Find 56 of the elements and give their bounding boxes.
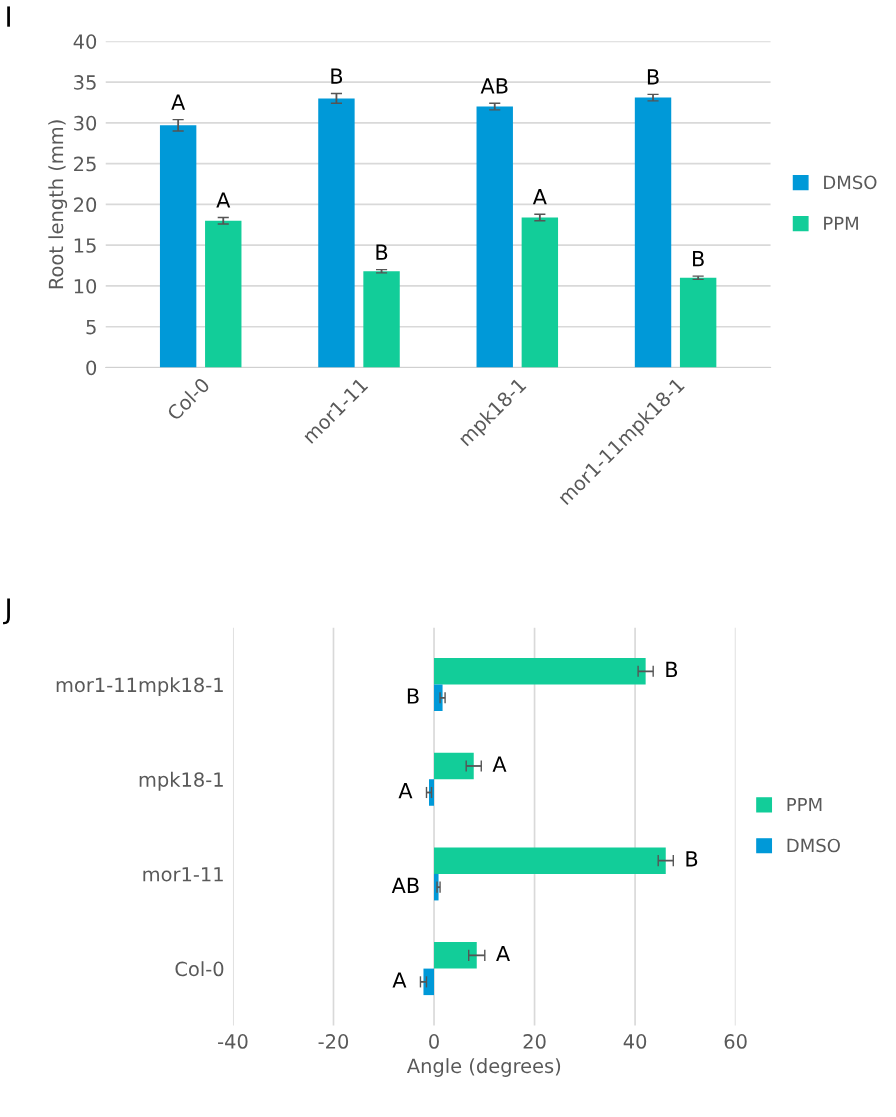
legend-label: PPM [787,797,822,812]
bar [423,968,435,996]
y-tick-label: 35 [74,75,96,90]
data-label: A [392,972,407,988]
x-tick-label: 60 [724,1034,747,1049]
x-tick-label: 20 [523,1034,546,1049]
y-tick-label: 0 [86,360,97,376]
bar [434,847,666,874]
bar [159,125,197,368]
bar [434,752,474,780]
y-tick-label: 25 [74,156,96,172]
x-tick-label: -20 [318,1034,349,1049]
x-tick-label: 0 [429,1034,439,1049]
y-tick-label: mor1-11 [143,867,223,882]
bar [318,98,355,368]
data-label: A [532,189,547,205]
legend-label: DMSO [824,175,877,190]
y-tick-label: 30 [74,115,97,131]
data-label: B [666,661,678,678]
y-tick-label: mpk18-1 [139,771,223,791]
bar [363,271,400,368]
x-axis-title: Angle (degrees) [406,1058,561,1077]
data-label: AB [391,877,419,893]
y-tick-label: 5 [86,319,96,335]
data-label: B [407,688,419,704]
legend-label: PPM [824,216,858,230]
y-axis-title: Root length (mm) [48,120,68,289]
legend-label: DMSO [787,838,840,853]
bar [679,277,717,368]
bar [634,97,672,368]
data-label: A [216,192,231,208]
chart-title: I [7,6,10,27]
y-tick-label: 40 [73,34,97,49]
data-label: B [376,244,388,260]
bar [205,220,242,368]
bar [521,217,559,368]
y-tick-label: 15 [74,238,96,253]
data-label: A [492,756,507,772]
y-tick-label: Col-0 [175,961,224,977]
data-label: B [693,251,704,267]
data-label: AB [480,78,508,94]
y-tick-label: mor1-11mpk18-1 [56,677,223,696]
data-label: A [398,783,413,799]
x-tick-label: 40 [623,1034,647,1049]
data-label: A [496,945,510,962]
x-tick-label: -40 [218,1034,248,1049]
data-label: B [686,851,698,867]
y-tick-label: 10 [74,278,97,294]
text: J [3,598,10,625]
data-label: B [331,68,343,84]
bar [434,658,646,685]
data-label: B [647,69,659,85]
data-label: A [171,94,186,110]
bar [434,942,477,969]
bar [476,106,513,368]
y-tick-label: 20 [74,197,97,213]
